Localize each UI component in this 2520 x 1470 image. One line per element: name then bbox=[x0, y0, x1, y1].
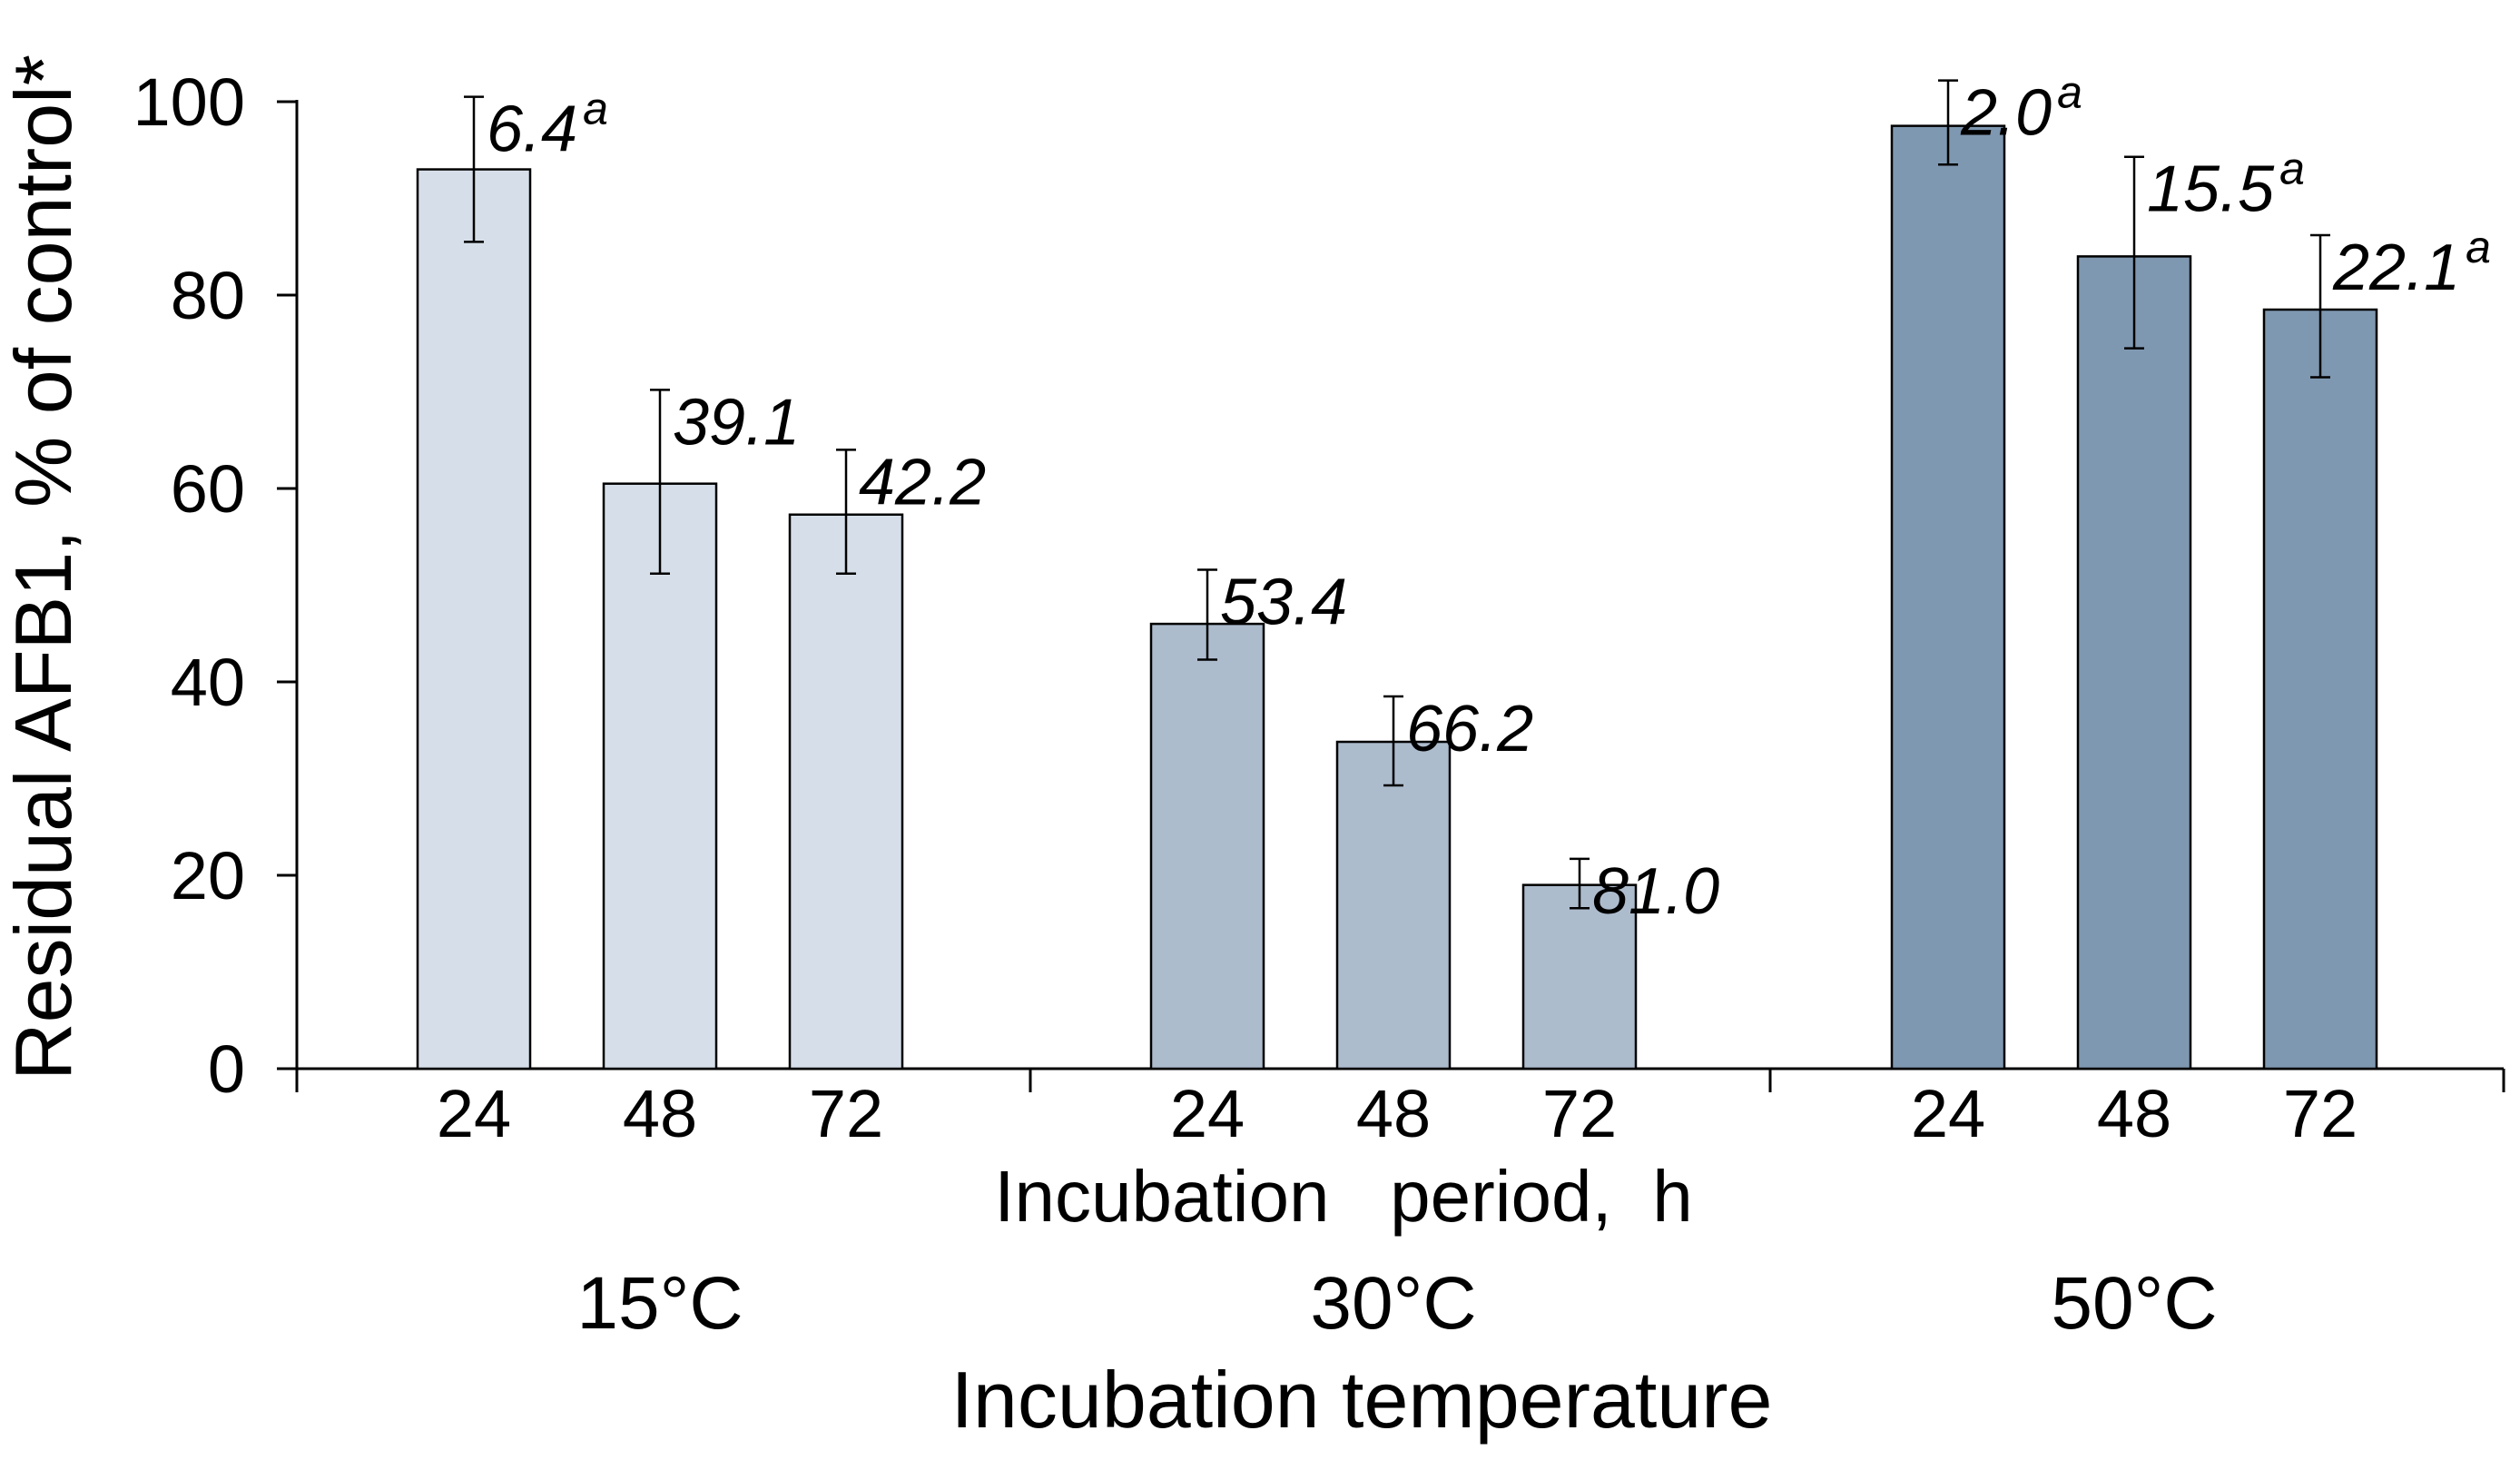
data-label: 53.4 bbox=[1220, 566, 1347, 638]
data-label: 15.5 a bbox=[2147, 143, 2305, 226]
bar bbox=[2076, 255, 2192, 1070]
data-label: 42.2 bbox=[859, 446, 986, 518]
group-label: 15°C bbox=[576, 1262, 743, 1345]
x-category-label: 72 bbox=[2283, 1076, 2358, 1151]
x-category-label: 24 bbox=[1911, 1076, 1985, 1151]
data-label-superscript: a bbox=[2466, 222, 2491, 272]
y-tick-label: 0 bbox=[208, 1031, 245, 1107]
y-tick-label: 80 bbox=[171, 258, 245, 333]
bar bbox=[1521, 883, 1638, 1070]
data-label-superscript: a bbox=[2279, 143, 2305, 194]
x-category-label: 48 bbox=[2097, 1076, 2171, 1151]
x-category-label: 48 bbox=[1356, 1076, 1431, 1151]
data-label: 22.1 a bbox=[2332, 222, 2491, 304]
x-category-label: 48 bbox=[623, 1076, 697, 1151]
group-label: 30°C bbox=[1310, 1262, 1476, 1345]
bars bbox=[416, 79, 2378, 1070]
data-label: 66.2 bbox=[1406, 693, 1533, 765]
y-axis-label: Residual AFB1, % of control* bbox=[0, 54, 88, 1080]
bar bbox=[788, 513, 904, 1070]
data-label: 6.4 a bbox=[487, 84, 608, 166]
y-tick-label: 60 bbox=[171, 451, 245, 527]
bar bbox=[2262, 308, 2378, 1070]
bar bbox=[1149, 622, 1265, 1070]
x-axis-label: Incubation period, h bbox=[994, 1156, 1692, 1237]
y-tick-label: 40 bbox=[171, 645, 245, 720]
y-tick-label: 20 bbox=[171, 838, 245, 913]
bar bbox=[1335, 740, 1452, 1070]
x-category-label: 24 bbox=[1170, 1076, 1245, 1151]
x-category-label: 72 bbox=[809, 1076, 883, 1151]
data-label-superscript: a bbox=[583, 84, 608, 134]
data-label: 39.1 bbox=[673, 386, 800, 459]
y-tick-label: 100 bbox=[133, 64, 245, 140]
group-axis-title: Incubation temperature bbox=[950, 1355, 1772, 1445]
group-label: 50°C bbox=[2051, 1262, 2217, 1345]
data-label: 81.0 bbox=[1592, 855, 1719, 928]
x-category-label: 24 bbox=[437, 1076, 511, 1151]
x-category-label: 72 bbox=[1542, 1076, 1617, 1151]
bar bbox=[1890, 124, 2006, 1070]
data-label-superscript: a bbox=[2057, 67, 2082, 118]
data-label: 2.0 a bbox=[1960, 67, 2082, 150]
bar bbox=[416, 168, 532, 1070]
